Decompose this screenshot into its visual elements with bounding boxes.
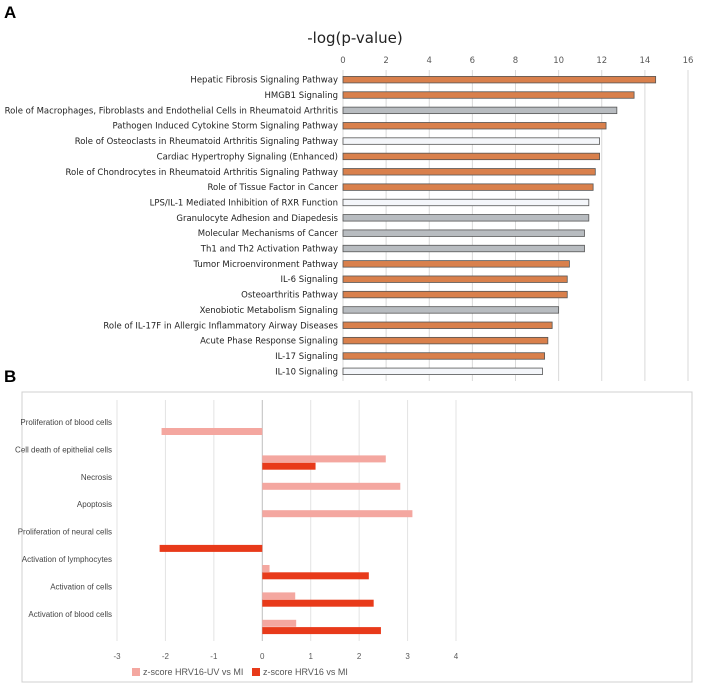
b-bar-series-1 [262,592,296,600]
a-bar [342,122,607,130]
b-tick-label: -3 [113,652,121,661]
b-category-label: Proliferation of neural cells [18,528,112,537]
a-category-label: Molecular Mechanisms of Cancer [198,229,339,239]
a-bar [342,76,657,84]
a-category-label: Role of IL-17F in Allergic Inflammatory … [103,321,338,331]
b-bar-series-2 [262,627,381,635]
b-category-label: Activation of cells [50,582,112,591]
b-tick-label: 1 [308,652,313,661]
a-tick-label: 2 [383,56,388,66]
a-category-label: LPS/IL-1 Mediated Inhibition of RXR Func… [150,198,338,208]
b-tick-label: 0 [260,652,265,661]
a-category-label: Granulocyte Adhesion and Diapedesis [176,214,338,224]
pathway-chart: -log(p-value) 0 2 4 6 8 10 12 14 16 Hepatic Fibr… [5,29,694,381]
b-tick-label: 2 [357,652,362,661]
b-bar-series-1 [262,510,413,518]
a-category-label: Tumor Microenvironment Pathway [192,260,338,270]
a-bar [342,137,600,145]
b-tick-label: 4 [454,652,459,661]
a-bar [342,367,543,375]
b-category-label: Proliferation of blood cells [20,418,112,427]
panel-label-b: B [4,367,16,386]
a-bar [342,336,549,345]
b-category-label: Necrosis [81,473,112,482]
b-bar-series-1 [262,482,401,490]
b-category-label: Apoptosis [77,500,112,509]
a-bar [342,306,560,314]
a-category-label: HMGB1 Signaling [264,91,338,101]
a-category-label: Hepatic Fibrosis Signaling Pathway [190,76,338,86]
a-category-label: IL-10 Signaling [275,367,338,377]
a-bar [342,168,596,176]
zscore-chart: -3 -2 -1 0 1 2 3 4 Proliferation of blood cells… [15,400,459,677]
a-tick-label: 16 [683,56,694,66]
legend: z-score HRV16-UV vs MI z-score HRV16 vs M… [132,667,348,677]
chart-b-frame [21,391,693,683]
b-bar-series-1 [262,565,270,572]
a-tick-label: 4 [427,56,432,66]
a-category-label: IL-17 Signaling [275,352,338,362]
legend-swatch [132,668,140,676]
a-tick-label: 0 [340,56,345,66]
b-tick-label: -1 [210,652,218,661]
a-bar [342,214,590,222]
a-category-label: Acute Phase Response Signaling [200,337,338,347]
a-bar [342,106,618,115]
b-category-label: Cell death of epithelial cells [15,445,112,454]
a-bar [342,244,585,253]
a-category-label: Role of Macrophages, Fibroblasts and End… [5,106,339,116]
a-bar [342,352,546,360]
b-bar-series-2 [262,572,369,580]
a-tick-label: 8 [513,56,518,66]
a-category-label: IL-6 Signaling [280,275,338,285]
b-bar-series-2 [159,544,263,552]
legend-label: z-score HRV16-UV vs MI [143,667,243,677]
a-bar [342,290,568,299]
a-bar [342,152,600,161]
a-tick-label: 12 [596,56,607,66]
a-tick-label: 14 [639,56,650,66]
a-category-label: Pathogen Induced Cytokine Storm Signalin… [113,122,338,132]
b-category-label: Activation of blood cells [28,610,112,619]
a-tick-label: 6 [470,56,475,66]
b-category-label: Activation of lymphocytes [22,555,112,564]
b-bar-series-1 [262,455,386,463]
a-bar [342,321,553,329]
a-category-label: Osteoarthritis Pathway [241,291,338,301]
b-bar-series-2 [262,599,374,607]
a-bar [342,229,585,237]
a-bar [342,198,590,207]
a-category-label: Role of Osteoclasts in Rheumatoid Arthri… [75,137,338,147]
a-bar [342,183,594,191]
a-category-label: Th1 and Th2 Activation Pathway [200,245,338,255]
b-bar-series-1 [161,428,263,435]
b-tick-label: -2 [162,652,170,661]
a-category-label: Role of Tissue Factor in Cancer [208,183,339,193]
a-category-label: Role of Chondrocytes in Rheumatoid Arthr… [66,168,339,178]
a-bar [342,275,568,283]
chart-a-title: -log(p-value) [307,29,403,47]
b-bar-series-1 [262,619,297,627]
a-category-label: Xenobiotic Metabolism Signaling [200,306,338,316]
a-bar [342,260,570,268]
a-category-label: Cardiac Hypertrophy Signaling (Enhanced) [157,152,338,162]
legend-label: z-score HRV16 vs MI [263,667,348,677]
b-bar-series-2 [262,462,316,470]
b-tick-label: 3 [405,652,410,661]
panel-label-a: A [4,3,16,22]
a-bar [342,91,635,99]
a-tick-label: 10 [553,56,564,66]
legend-swatch [252,668,260,676]
